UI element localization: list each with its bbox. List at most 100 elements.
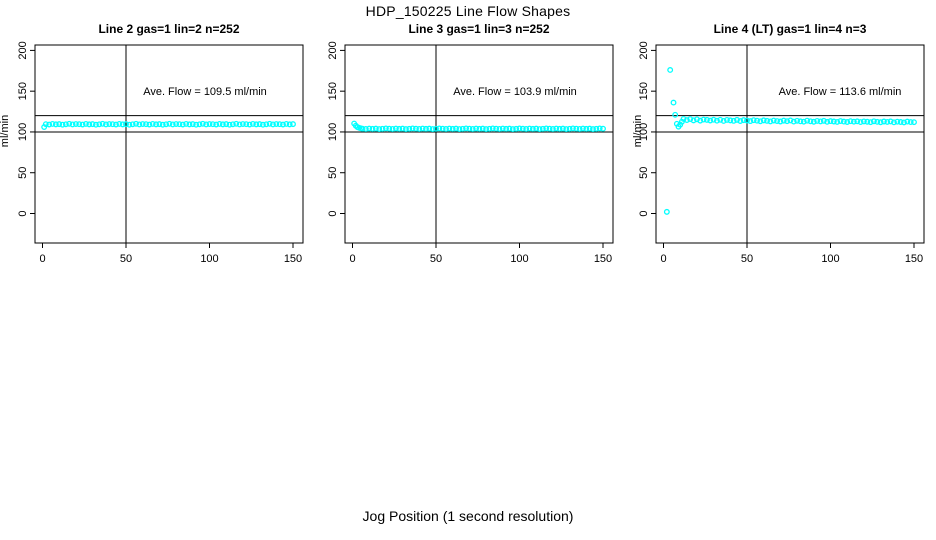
data-point	[844, 119, 851, 125]
data-point	[707, 117, 714, 124]
data-point	[49, 121, 56, 127]
data-point	[713, 117, 720, 124]
plot-box	[655, 44, 925, 244]
data-point	[529, 125, 536, 132]
y-tick-label: 200	[17, 41, 29, 59]
data-point	[590, 126, 596, 132]
data-point	[693, 116, 700, 123]
y-tick-label: 150	[327, 82, 339, 100]
data-point	[52, 121, 59, 128]
data-point	[466, 125, 473, 132]
data-point	[760, 117, 767, 124]
data-point	[897, 119, 904, 125]
data-point	[539, 125, 546, 132]
data-point	[179, 121, 186, 128]
data-point	[362, 125, 369, 132]
data-point	[583, 125, 590, 132]
data-point	[486, 125, 493, 132]
data-point	[406, 125, 413, 132]
data-point	[62, 121, 69, 128]
data-point	[69, 121, 76, 128]
data-point	[189, 121, 196, 128]
data-point	[183, 121, 190, 127]
data-point	[139, 121, 146, 127]
y-tick-label: 0	[327, 210, 339, 216]
data-point	[186, 121, 193, 128]
data-point	[153, 121, 160, 128]
x-tick-label: 100	[200, 253, 218, 265]
data-point	[800, 118, 807, 125]
data-point	[276, 121, 283, 128]
data-point	[600, 125, 606, 132]
data-point	[573, 125, 580, 132]
data-point	[439, 125, 446, 132]
data-point	[509, 126, 516, 132]
data-point	[533, 125, 540, 132]
data-point	[290, 121, 296, 128]
y-tick-label: 50	[327, 167, 339, 179]
data-point	[236, 121, 243, 128]
data-point	[446, 125, 453, 132]
data-point	[834, 118, 841, 125]
data-point	[891, 119, 897, 126]
ave-flow-annotation: Ave. Flow = 103.9 ml/min	[453, 86, 577, 98]
data-point	[887, 118, 894, 125]
data-point	[580, 125, 586, 132]
data-point	[827, 118, 834, 125]
panel-plot: 0 50 100 150 0 50 100 150 200 ml/min Ave. Flow = 1…	[632, 41, 925, 265]
data-point	[273, 121, 280, 127]
panel-title: Line 2 gas=1 lin=2 n=252	[98, 22, 240, 36]
data-point	[703, 116, 710, 123]
data-point	[193, 121, 200, 128]
data-point	[216, 121, 223, 127]
data-point	[586, 125, 593, 132]
data-point	[847, 118, 854, 125]
data-point	[366, 125, 373, 132]
data-point	[126, 121, 133, 128]
x-tick-label: 50	[120, 253, 132, 265]
data-point	[136, 121, 143, 128]
data-point	[82, 121, 89, 127]
data-point	[737, 118, 744, 124]
data-point	[837, 118, 844, 124]
data-point	[820, 117, 827, 124]
data-point	[596, 125, 603, 132]
data-point	[506, 125, 513, 132]
data-point	[86, 121, 93, 128]
panel-plot: 0 50 100 150 0 50 100 150 200 ml/min Ave. Flow = 1…	[0, 41, 304, 265]
data-point	[169, 121, 176, 128]
data-point	[850, 118, 857, 125]
data-point	[810, 118, 817, 125]
data-point	[576, 125, 583, 132]
data-point	[453, 125, 459, 132]
panel-1: Line 2 gas=1 lin=2 n=252 0 50 100 150 0 50 100 1…	[0, 20, 312, 270]
data-point	[449, 125, 456, 132]
data-point	[103, 121, 109, 128]
data-point	[489, 125, 496, 132]
data-point	[96, 121, 103, 128]
data-point	[246, 121, 253, 128]
data-point	[113, 121, 119, 128]
data-point	[556, 125, 563, 132]
data-point	[907, 119, 914, 126]
data-point	[263, 121, 270, 128]
y-tick-label: 0	[17, 210, 29, 216]
data-point	[386, 125, 393, 132]
data-point	[870, 118, 877, 125]
panel-title: Line 4 (LT) gas=1 lin=4 n=3	[713, 22, 867, 36]
data-point	[857, 119, 864, 126]
data-point	[817, 118, 824, 125]
data-point	[423, 125, 429, 132]
data-point	[523, 125, 530, 132]
x-tick-label: 100	[821, 253, 839, 265]
data-point	[787, 117, 794, 124]
data-point	[239, 121, 246, 127]
data-point	[249, 121, 256, 127]
data-point	[690, 117, 697, 124]
data-point	[76, 121, 83, 128]
data-point	[754, 117, 760, 124]
data-point	[123, 121, 129, 128]
data-point	[513, 125, 520, 132]
data-point	[166, 120, 173, 127]
